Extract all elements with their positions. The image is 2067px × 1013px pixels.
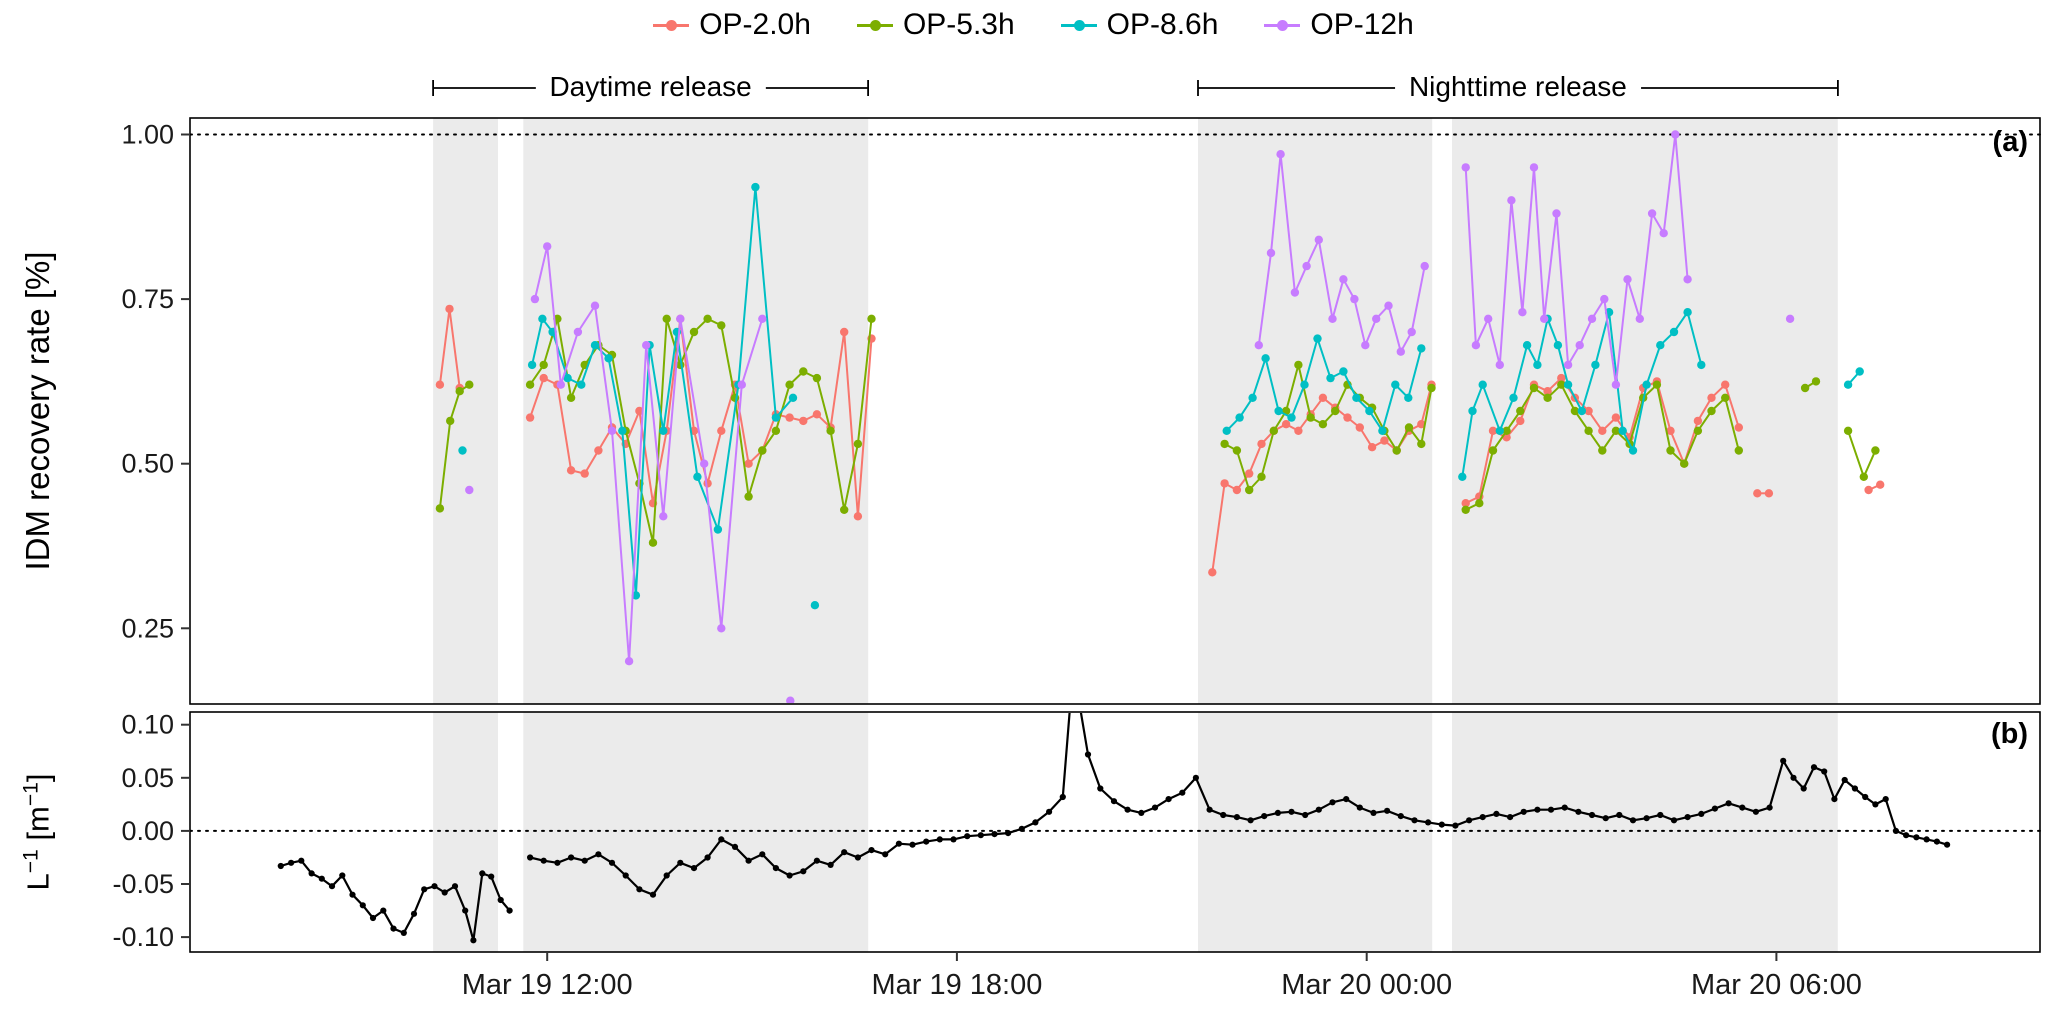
legend-item: OP-8.6h <box>1060 8 1219 42</box>
nighttime-release-label: Nighttime release <box>1394 70 1641 104</box>
series-OP-12h <box>465 130 1795 703</box>
panel-a-letter: (a) <box>1992 126 2028 158</box>
legend-point-icon <box>869 19 881 31</box>
legend-point-icon <box>1277 19 1289 31</box>
legend-label: OP-12h <box>1310 8 1414 41</box>
release-period-band <box>1198 118 1433 704</box>
panel-b-letter: (b) <box>1990 718 2028 750</box>
ylabel-b-base: L <box>20 873 56 891</box>
y-tick-label: 0.50 <box>121 449 174 479</box>
x-tick-label: Mar 20 06:00 <box>1691 969 1862 1001</box>
y-tick-label: 0.25 <box>121 613 174 643</box>
release-period-band <box>433 118 498 704</box>
x-tick-label: Mar 20 00:00 <box>1281 969 1452 1001</box>
legend-label: OP-2.0h <box>699 8 811 41</box>
x-tick-label: Mar 19 12:00 <box>462 969 633 1001</box>
release-period-band <box>1452 118 1838 704</box>
y-tick-label: -0.10 <box>112 922 174 952</box>
legend-key-icon <box>653 18 690 33</box>
ylabel-b-exp1: −1 <box>19 849 43 874</box>
ylabel-b-tail: ] <box>20 773 56 783</box>
legend-key-icon <box>1060 18 1097 33</box>
legend-item: OP-2.0h <box>653 8 811 42</box>
y-tick-label: 1.00 <box>121 120 174 150</box>
y-tick-label: 0.75 <box>121 284 174 314</box>
release-period-band <box>523 712 869 952</box>
panel-b: 0.10 0.05 0.00 -0.05 -0.10 <box>112 710 2041 953</box>
y-tick-label: 0.00 <box>121 816 174 846</box>
release-period-band <box>1198 712 1433 952</box>
daytime-release-label: Daytime release <box>535 70 766 104</box>
y-tick-label: -0.05 <box>112 869 174 899</box>
legend-key-icon <box>1264 18 1301 33</box>
x-tick-label: Mar 19 18:00 <box>871 969 1042 1001</box>
ylabel-b-mid: [m <box>20 806 56 850</box>
legend-key-icon <box>856 18 893 33</box>
panel-b-ylabel: L−1 [m−1] <box>19 773 56 890</box>
y-tick-label: 0.10 <box>121 710 174 740</box>
series-OP-8.6h <box>458 182 1864 610</box>
panel-border <box>189 711 2041 953</box>
series-inverse-Obukhov-length <box>277 713 1951 944</box>
panel-a-ylabel: IDM recovery rate [%] <box>19 251 56 571</box>
legend-item: OP-5.3h <box>856 8 1015 42</box>
legend: OP-2.0h OP-5.3h OP-8.6h OP-12h <box>0 8 2067 42</box>
legend-label: OP-5.3h <box>902 8 1015 41</box>
legend-point-icon <box>666 19 678 31</box>
panel-border <box>189 117 2041 705</box>
ylabel-b-exp2: −1 <box>19 782 43 807</box>
release-period-band <box>1452 712 1838 952</box>
legend-point-icon <box>1073 19 1085 31</box>
panel-a: 0.25 0.50 0.75 1.00 <box>121 117 2041 705</box>
y-tick-label: 0.05 <box>121 763 174 793</box>
legend-label: OP-8.6h <box>1106 8 1219 41</box>
legend-item: OP-12h <box>1264 8 1414 42</box>
